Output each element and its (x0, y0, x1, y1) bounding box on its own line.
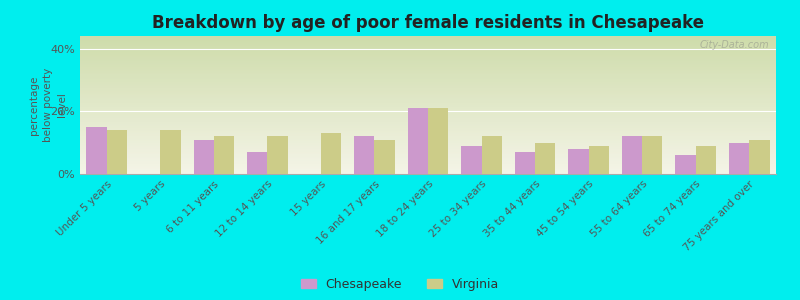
Title: Breakdown by age of poor female residents in Chesapeake: Breakdown by age of poor female resident… (152, 14, 704, 32)
Bar (160, 130, 181, 174)
Text: City-Data.com: City-Data.com (699, 40, 769, 50)
Bar (321, 133, 342, 174)
Bar (622, 136, 642, 174)
Bar (696, 146, 716, 174)
Bar (675, 155, 696, 174)
Bar (106, 130, 127, 174)
Bar (461, 146, 482, 174)
Bar (247, 152, 267, 174)
Bar (374, 140, 395, 174)
Bar (589, 146, 609, 174)
Bar (428, 108, 448, 174)
Legend: Chesapeake, Virginia: Chesapeake, Virginia (301, 278, 499, 291)
Bar (408, 108, 428, 174)
Y-axis label: percentage
below poverty
level: percentage below poverty level (29, 68, 66, 142)
Bar (514, 152, 535, 174)
Bar (729, 142, 750, 174)
Bar (482, 136, 502, 174)
Bar (750, 140, 770, 174)
Bar (642, 136, 662, 174)
Bar (194, 140, 214, 174)
Bar (568, 149, 589, 174)
Bar (535, 142, 555, 174)
Bar (86, 127, 106, 174)
Bar (214, 136, 234, 174)
Bar (267, 136, 288, 174)
Bar (354, 136, 374, 174)
